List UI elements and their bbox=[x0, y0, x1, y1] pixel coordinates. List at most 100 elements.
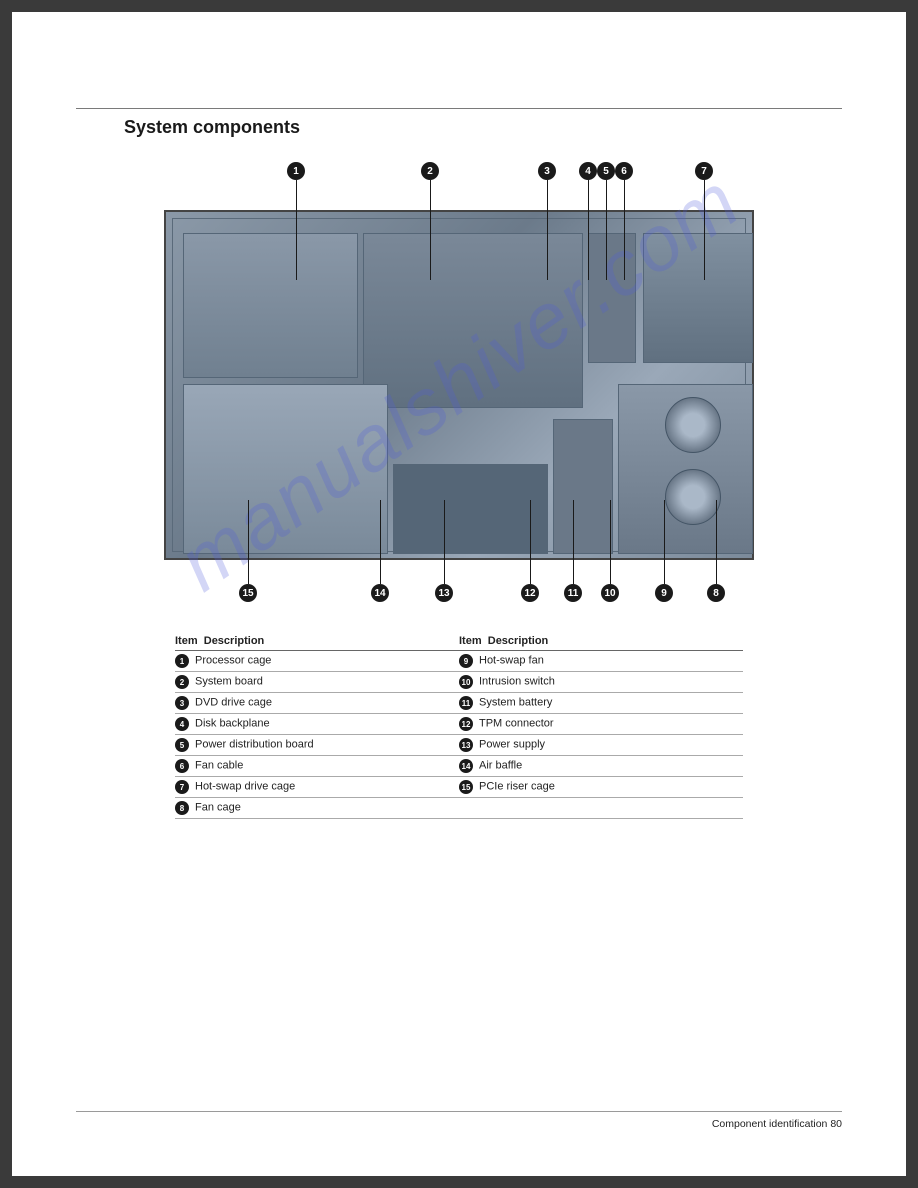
callout-leader bbox=[624, 180, 625, 280]
table-cell-a: 2 System board bbox=[175, 672, 459, 693]
callout-badge: 2 bbox=[421, 162, 439, 180]
table-row: 4 Disk backplane 12 TPM connector bbox=[175, 714, 743, 735]
header-text: Item bbox=[459, 635, 482, 647]
callout-badge: 14 bbox=[371, 584, 389, 602]
table-header-item-a: Item Description bbox=[175, 632, 459, 651]
callout-leader bbox=[430, 180, 431, 280]
callout-leader bbox=[573, 500, 574, 584]
item-description: Fan cable bbox=[195, 760, 243, 772]
item-description: Intrusion switch bbox=[479, 676, 555, 688]
item-description: DVD drive cage bbox=[195, 697, 272, 709]
callout-leader bbox=[380, 500, 381, 584]
callout-badge: 12 bbox=[521, 584, 539, 602]
item-number-badge: 6 bbox=[175, 759, 189, 773]
header-text: Description bbox=[488, 635, 549, 647]
callout-badge: 11 bbox=[564, 584, 582, 602]
table-cell-a: 6 Fan cable bbox=[175, 756, 459, 777]
component-identification-table: Item Description Item Description 1 Proce… bbox=[175, 632, 743, 819]
table-cell-a: 5 Power distribution board bbox=[175, 735, 459, 756]
table-row: 6 Fan cable 14 Air baffle bbox=[175, 756, 743, 777]
table-cell-b: 14 Air baffle bbox=[459, 756, 743, 777]
item-number-badge: 5 bbox=[175, 738, 189, 752]
callout-badge: 9 bbox=[655, 584, 673, 602]
item-description: Disk backplane bbox=[195, 718, 270, 730]
callout-leader bbox=[716, 500, 717, 584]
table-cell-b bbox=[459, 798, 743, 819]
table-cell-a: 1 Processor cage bbox=[175, 651, 459, 672]
item-number-badge: 4 bbox=[175, 717, 189, 731]
diagram-block bbox=[183, 384, 388, 554]
callout-badge: 8 bbox=[707, 584, 725, 602]
table-row: 8 Fan cage bbox=[175, 798, 743, 819]
callout-leader bbox=[664, 500, 665, 584]
callout-badge: 7 bbox=[695, 162, 713, 180]
item-description: Power supply bbox=[479, 739, 545, 751]
component-figure: manualshiver.com 123456715141312111098 bbox=[164, 162, 754, 602]
table-cell-b: 12 TPM connector bbox=[459, 714, 743, 735]
table-row: 3 DVD drive cage 11 System battery bbox=[175, 693, 743, 714]
item-description: System board bbox=[195, 676, 263, 688]
diagram-block bbox=[588, 233, 636, 363]
header-text: Description bbox=[204, 635, 265, 647]
table-cell-b: 15 PCIe riser cage bbox=[459, 777, 743, 798]
table-cell-b: 10 Intrusion switch bbox=[459, 672, 743, 693]
callout-leader bbox=[530, 500, 531, 584]
callout-badge: 5 bbox=[597, 162, 615, 180]
callout-leader bbox=[248, 500, 249, 584]
item-number-badge: 15 bbox=[459, 780, 473, 794]
table-row: 1 Processor cage 9 Hot-swap fan bbox=[175, 651, 743, 672]
callout-badge: 15 bbox=[239, 584, 257, 602]
callout-badge: 3 bbox=[538, 162, 556, 180]
header-rule bbox=[76, 108, 842, 109]
item-number-badge: 9 bbox=[459, 654, 473, 668]
item-description: Air baffle bbox=[479, 760, 522, 772]
callout-leader bbox=[606, 180, 607, 280]
fan-icon bbox=[665, 397, 721, 453]
section-title: System components bbox=[124, 117, 842, 138]
item-number-badge: 1 bbox=[175, 654, 189, 668]
table-cell-a: 3 DVD drive cage bbox=[175, 693, 459, 714]
diagram-block bbox=[553, 419, 613, 554]
header-text: Item bbox=[175, 635, 198, 647]
table-cell-a: 7 Hot-swap drive cage bbox=[175, 777, 459, 798]
item-number-badge: 8 bbox=[175, 801, 189, 815]
callout-leader bbox=[296, 180, 297, 280]
item-number-badge: 7 bbox=[175, 780, 189, 794]
table-cell-a: 8 Fan cage bbox=[175, 798, 459, 819]
item-description: Hot-swap drive cage bbox=[195, 781, 295, 793]
item-number-badge: 10 bbox=[459, 675, 473, 689]
item-number-badge: 3 bbox=[175, 696, 189, 710]
item-description: TPM connector bbox=[479, 718, 554, 730]
item-number-badge: 2 bbox=[175, 675, 189, 689]
table-header-item-b: Item Description bbox=[459, 632, 743, 651]
item-description: System battery bbox=[479, 697, 552, 709]
table-cell-b: 11 System battery bbox=[459, 693, 743, 714]
item-description: Power distribution board bbox=[195, 739, 314, 751]
item-description: Hot-swap fan bbox=[479, 655, 544, 667]
diagram-block bbox=[363, 233, 583, 408]
diagram-block bbox=[393, 464, 548, 554]
item-description: PCIe riser cage bbox=[479, 781, 555, 793]
item-description: Fan cage bbox=[195, 802, 241, 814]
table-cell-b: 13 Power supply bbox=[459, 735, 743, 756]
table-row: 7 Hot-swap drive cage 15 PCIe riser cage bbox=[175, 777, 743, 798]
callout-badge: 4 bbox=[579, 162, 597, 180]
table-cell-a: 4 Disk backplane bbox=[175, 714, 459, 735]
table-row: 5 Power distribution board 13 Power supply bbox=[175, 735, 743, 756]
callout-leader bbox=[547, 180, 548, 280]
item-number-badge: 12 bbox=[459, 717, 473, 731]
callout-badge: 10 bbox=[601, 584, 619, 602]
callout-badge: 13 bbox=[435, 584, 453, 602]
item-number-badge: 14 bbox=[459, 759, 473, 773]
diagram-block bbox=[643, 233, 753, 363]
callout-leader bbox=[610, 500, 611, 584]
server-internal-diagram bbox=[164, 210, 754, 560]
item-description: Processor cage bbox=[195, 655, 271, 667]
item-number-badge: 13 bbox=[459, 738, 473, 752]
callout-badge: 1 bbox=[287, 162, 305, 180]
item-number-badge: 11 bbox=[459, 696, 473, 710]
callout-leader bbox=[588, 180, 589, 280]
document-page: System components manualshiver.com 12345… bbox=[12, 12, 906, 1176]
page-footer: Component identification 80 bbox=[76, 1111, 842, 1130]
callout-leader bbox=[444, 500, 445, 584]
